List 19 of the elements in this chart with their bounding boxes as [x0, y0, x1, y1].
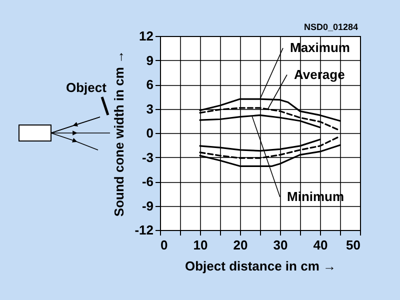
y-tick-label: 12 — [139, 28, 154, 44]
x-tick-label: 50 — [346, 238, 360, 252]
y-tick-label: 3 — [146, 101, 154, 116]
y-axis-title: Sound cone width in cm → — [112, 50, 127, 217]
y-tick-label: -3 — [142, 150, 154, 165]
y-tick-label: -12 — [134, 222, 154, 238]
x-tick-label: 20 — [233, 238, 248, 252]
text: Object — [66, 80, 106, 95]
x-tick-label: 10 — [193, 238, 208, 252]
text: NSD0_01284 — [304, 22, 358, 32]
y-tick-label: 9 — [146, 52, 154, 68]
x-tick-label: 40 — [313, 238, 328, 252]
y-tick-label: -6 — [142, 174, 154, 189]
y-tick-label: 0 — [146, 126, 154, 140]
x-axis-title: Object distance in cm → — [185, 258, 336, 274]
y-tick-label: -9 — [142, 198, 154, 214]
x-tick-label: 30 — [273, 238, 288, 252]
x-tick-label: 0 — [160, 238, 168, 252]
y-tick-label: 6 — [146, 77, 154, 92]
